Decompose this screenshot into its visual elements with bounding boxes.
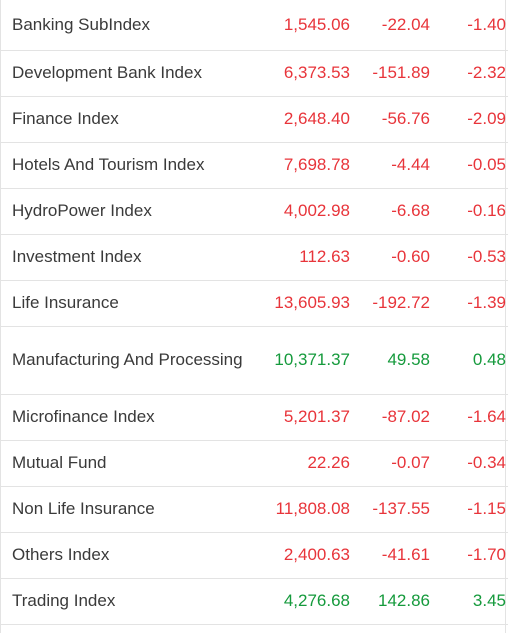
index-name: Trading Index — [12, 591, 116, 610]
index-change: -0.07 — [391, 453, 430, 472]
index-change: -137.55 — [372, 499, 430, 518]
table-row[interactable]: Mutual Fund 22.26 -0.07 -0.34 — [1, 440, 508, 486]
table-row[interactable]: Banking SubIndex 1,545.06 -22.04 -1.40 — [1, 0, 508, 50]
index-name: Development Bank Index — [12, 63, 202, 82]
index-change: -22.04 — [381, 14, 430, 34]
table-row[interactable]: Investment Index 112.63 -0.60 -0.53 — [1, 234, 508, 280]
index-change: -4.44 — [391, 155, 430, 174]
index-name: HydroPower Index — [12, 201, 152, 220]
index-percent-change: -0.34 — [467, 453, 506, 472]
index-close: 1,545.06 — [283, 14, 350, 34]
table-row[interactable]: Non Life Insurance 11,808.08 -137.55 -1.… — [1, 486, 508, 532]
index-name: Mutual Fund — [12, 453, 107, 472]
index-change: -56.76 — [381, 109, 430, 128]
index-name: Life Insurance — [12, 293, 119, 312]
index-percent-change: -0.16 — [467, 201, 506, 220]
index-close: 4,276.68 — [283, 591, 350, 610]
index-name: Hotels And Tourism Index — [12, 155, 205, 174]
index-close: 4,002.98 — [283, 201, 350, 220]
table-row[interactable]: Hotels And Tourism Index 7,698.78 -4.44 … — [1, 142, 508, 188]
index-percent-change: -1.40 — [467, 14, 506, 34]
index-name: Others Index — [12, 545, 110, 564]
index-close: 13,605.93 — [274, 293, 350, 312]
table-row[interactable]: Life Insurance 13,605.93 -192.72 -1.39 — [1, 280, 508, 326]
index-name: Non Life Insurance — [12, 499, 155, 518]
index-name: Microfinance Index — [12, 407, 155, 426]
index-percent-change: -1.15 — [467, 499, 506, 518]
index-percent-change: -2.09 — [467, 109, 506, 128]
index-close: 2,648.40 — [283, 109, 350, 128]
index-change: -151.89 — [372, 63, 430, 82]
table-row[interactable]: Manufacturing And Processing 10,371.37 4… — [1, 326, 508, 394]
table-row[interactable]: Development Bank Index 6,373.53 -151.89 … — [1, 50, 508, 96]
index-close: 5,201.37 — [283, 407, 350, 426]
index-close: 11,808.08 — [275, 499, 350, 518]
index-close: 10,371.37 — [274, 350, 350, 369]
index-percent-change: -1.64 — [467, 407, 506, 426]
index-change: -0.60 — [391, 247, 430, 266]
table-row[interactable]: Microfinance Index 5,201.37 -87.02 -1.64 — [1, 394, 508, 440]
index-close: 6,373.53 — [283, 63, 350, 82]
index-percent-change: -1.70 — [467, 545, 506, 564]
index-name: Banking SubIndex — [12, 14, 150, 34]
index-percent-change: -0.53 — [467, 247, 506, 266]
index-close: 22.26 — [307, 453, 350, 472]
index-close: 2,400.63 — [283, 545, 350, 564]
index-change: -192.72 — [372, 293, 430, 312]
table-row[interactable]: Trading Index 4,276.68 142.86 3.45 — [1, 578, 508, 624]
index-change: 142.86 — [378, 591, 430, 610]
index-name: Manufacturing And Processing — [12, 350, 243, 369]
index-percent-change: -1.39 — [467, 293, 506, 312]
index-name: Investment Index — [12, 247, 142, 266]
index-percent-change: -2.32 — [467, 63, 506, 82]
table-row[interactable]: Others Index 2,400.63 -41.61 -1.70 — [1, 532, 508, 578]
index-percent-change: 3.45 — [472, 591, 506, 610]
index-change: 49.58 — [387, 350, 430, 369]
index-change: -41.61 — [381, 545, 430, 564]
index-name: Finance Index — [12, 109, 119, 128]
index-close: 7,698.78 — [283, 155, 350, 174]
index-close: 112.63 — [299, 247, 350, 266]
index-percent-change: 0.48 — [472, 350, 506, 369]
index-percent-change: -0.05 — [467, 155, 506, 174]
table-row[interactable]: Finance Index 2,648.40 -56.76 -2.09 — [1, 96, 508, 142]
index-change: -6.68 — [391, 201, 430, 220]
index-change: -87.02 — [381, 407, 430, 426]
table-row[interactable]: HydroPower Index 4,002.98 -6.68 -0.16 — [1, 188, 508, 234]
